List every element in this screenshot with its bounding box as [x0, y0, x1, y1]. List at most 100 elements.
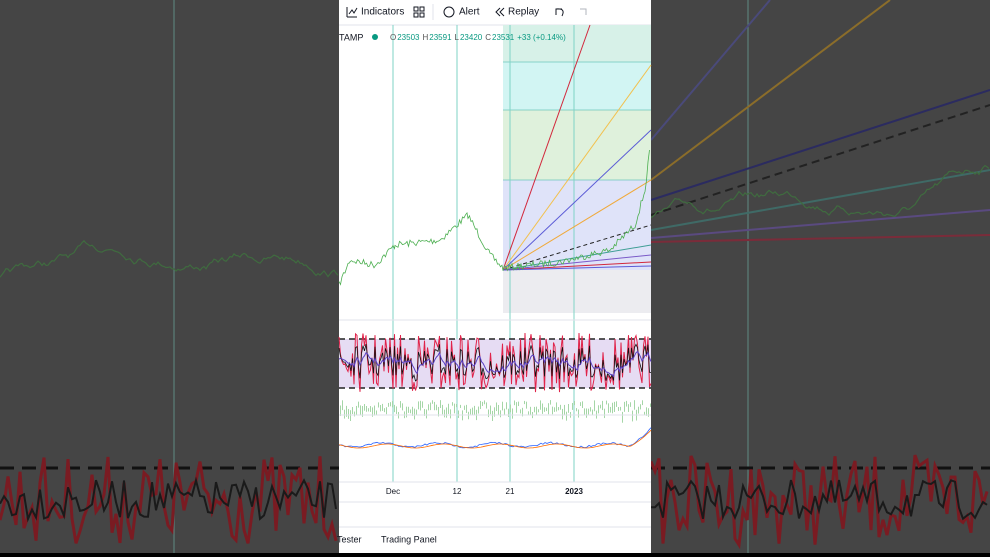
- blur-osc: [650, 479, 988, 521]
- layout-icon[interactable]: [413, 6, 419, 12]
- legend: TAMP O 23503 H 23591 L 23420 C 23531 +33 (+0.14%…: [339, 32, 566, 42]
- replay-icon: [495, 7, 505, 17]
- volume-bar: [490, 405, 491, 415]
- volume-bar: [348, 408, 349, 419]
- volume-bar: [576, 408, 577, 412]
- volume-bar: [344, 409, 345, 419]
- tester-tab[interactable]: Tester: [337, 534, 362, 544]
- time-label: 12: [453, 487, 462, 496]
- volume-bar: [412, 406, 413, 416]
- trading-panel-tab[interactable]: Trading Panel: [381, 534, 437, 544]
- volume-bar: [516, 402, 517, 413]
- toolbar: Indicators Alert Replay: [346, 4, 587, 20]
- volume-bar: [424, 408, 425, 416]
- volume-bar: [544, 407, 545, 412]
- blur-osc: [0, 456, 338, 544]
- ohlc-value: 23591: [429, 33, 452, 42]
- volume-bar: [356, 405, 357, 415]
- volume-bar: [538, 409, 539, 413]
- volume-bar: [594, 400, 595, 412]
- volume-bar: [560, 404, 561, 410]
- volume-bar: [494, 407, 495, 417]
- volume-bar: [502, 401, 503, 411]
- time-label: Dec: [386, 487, 400, 496]
- volume-bar: [392, 401, 393, 408]
- volume-bar: [452, 402, 453, 406]
- layout-icon: [413, 12, 419, 18]
- blur-price: [0, 164, 990, 550]
- volume-bar: [378, 402, 379, 408]
- volume-bar: [518, 401, 519, 407]
- volume-bar: [554, 407, 555, 412]
- volume-bar: [460, 404, 461, 408]
- time-label: 21: [506, 487, 515, 496]
- volume-bar: [562, 408, 563, 420]
- volume-bar: [406, 406, 407, 418]
- volume-bar: [506, 402, 507, 410]
- volume-bar: [604, 408, 605, 419]
- ohlc-key: C: [485, 33, 491, 42]
- osc-slow: [338, 350, 652, 378]
- volume-bar: [466, 404, 467, 413]
- volume-bar: [534, 406, 535, 413]
- volume-bar: [472, 407, 473, 416]
- volume-bar: [382, 403, 383, 411]
- blur-right: [651, 0, 990, 553]
- volume-bar: [504, 408, 505, 415]
- volume-bar: [530, 406, 531, 415]
- volume-bar: [442, 404, 443, 415]
- volume-bar: [488, 409, 489, 418]
- volume-bar: [496, 402, 497, 412]
- ohlc-value: 23420: [460, 33, 483, 42]
- oscillator: [338, 332, 652, 449]
- volume-bar: [482, 401, 483, 407]
- volume-bar: [446, 407, 447, 418]
- volume-bar: [380, 405, 381, 412]
- volume-bar: [610, 406, 611, 413]
- volume-bar: [352, 407, 353, 415]
- volume-bar: [486, 402, 487, 409]
- alert-icon: [443, 6, 455, 18]
- indicators-button[interactable]: Indicators: [361, 7, 404, 18]
- price-series: [338, 149, 650, 286]
- volume-bar: [454, 403, 455, 414]
- blur-fan: [650, 0, 990, 243]
- replay-button[interactable]: Replay: [508, 7, 539, 18]
- volume-bar: [368, 408, 369, 412]
- volume-bar: [400, 401, 401, 408]
- volume-bar: [566, 411, 567, 421]
- volume-bar: [522, 407, 523, 417]
- volume-bar: [508, 408, 509, 417]
- volume-bar: [500, 410, 501, 418]
- layout-icon: [419, 6, 425, 12]
- volume-bar: [514, 400, 515, 406]
- volume-bar: [364, 404, 365, 411]
- volume-bar: [426, 409, 427, 419]
- volume-bar: [428, 404, 429, 411]
- symbol[interactable]: TAMP: [339, 32, 363, 42]
- volume-bar: [422, 401, 423, 408]
- status-dot: [372, 34, 378, 40]
- volume-bar: [418, 401, 419, 410]
- volume-bar: [390, 402, 391, 407]
- redo-button[interactable]: [580, 8, 587, 15]
- time-axis: Dec 12 21 2023: [386, 487, 584, 496]
- volume-bar: [480, 400, 481, 410]
- volume-bar: [612, 402, 613, 414]
- volume-bar: [540, 400, 541, 410]
- volume-bar: [606, 400, 607, 405]
- volume-bar: [644, 411, 645, 416]
- volume-bar: [374, 405, 375, 416]
- volume-bar: [650, 403, 651, 407]
- volume-bar: [556, 402, 557, 412]
- signal-line: [338, 429, 652, 449]
- volume-bar: [632, 410, 633, 422]
- alert-button[interactable]: Alert: [459, 7, 480, 18]
- undo-button[interactable]: [555, 8, 564, 17]
- macd-line: [338, 427, 652, 449]
- volume-bar: [340, 405, 341, 417]
- time-label: 2023: [565, 487, 583, 496]
- volume-bar: [436, 404, 437, 411]
